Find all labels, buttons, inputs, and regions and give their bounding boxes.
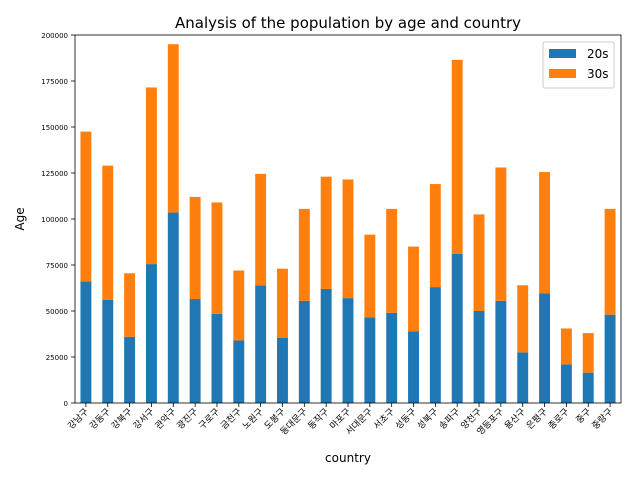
bar-30s-21 [539, 172, 551, 294]
bar-30s-4 [167, 44, 179, 213]
bar-20s-8 [255, 285, 267, 403]
bar-20s-4 [167, 212, 179, 403]
bar-30s-19 [495, 167, 507, 301]
bar-30s-13 [364, 234, 376, 318]
bar-20s-14 [386, 312, 398, 403]
bar-20s-11 [320, 288, 332, 403]
x-axis: 강남구강동구강북구강서구관악구광진구구로구금천구노원구도봉구동대문구동작구마포구… [66, 403, 615, 438]
plot-frame [74, 34, 622, 404]
y-tick-label-8: 200000 [41, 32, 68, 40]
legend-swatch-30s [549, 69, 576, 78]
bar-30s-22 [560, 328, 572, 365]
bar-20s-6 [211, 313, 223, 403]
bar-30s-7 [233, 270, 245, 341]
x-tick-label-6: 구로구 [197, 406, 222, 431]
x-tick-label-22: 종로구 [546, 406, 571, 431]
y-tick-label-2: 50000 [46, 308, 68, 316]
x-tick-label-8: 노원구 [240, 406, 265, 431]
x-tick-label-23: 중구 [574, 406, 593, 425]
bar-20s-3 [145, 264, 157, 403]
legend-label-30s: 30s [587, 67, 609, 81]
bar-20s-18 [473, 311, 485, 403]
y-tick-label-4: 100000 [41, 216, 68, 224]
y-tick-label-0: 0 [64, 400, 68, 408]
bar-20s-13 [364, 317, 376, 403]
x-tick-label-4: 관악구 [152, 406, 178, 432]
y-tick-label-1: 25000 [46, 354, 68, 362]
bar-20s-19 [495, 300, 507, 403]
bar-30s-20 [517, 285, 529, 353]
bar-20s-1 [102, 299, 114, 403]
bar-30s-16 [429, 184, 441, 288]
bar-20s-24 [604, 314, 616, 403]
chart-title: Analysis of the population by age and co… [175, 14, 521, 32]
x-tick-label-3: 강서구 [131, 406, 156, 431]
bar-20s-12 [342, 298, 354, 403]
bar-20s-0 [80, 281, 92, 403]
x-tick-label-24: 중랑구 [589, 406, 615, 432]
bar-30s-2 [124, 273, 136, 337]
bar-20s-10 [298, 300, 310, 403]
x-tick-label-5: 광진구 [174, 406, 200, 432]
bar-20s-20 [517, 352, 529, 403]
x-tick-label-14: 서초구 [371, 406, 396, 431]
bar-20s-23 [582, 372, 594, 403]
bar-30s-10 [298, 208, 310, 301]
bar-30s-24 [604, 208, 616, 315]
bar-20s-5 [189, 299, 201, 403]
bar-30s-5 [189, 196, 201, 300]
x-tick-label-16: 성북구 [415, 406, 440, 431]
bar-30s-15 [408, 246, 419, 332]
bar-30s-11 [320, 176, 332, 289]
bar-30s-3 [145, 87, 157, 265]
y-tick-label-6: 150000 [41, 124, 68, 132]
x-tick-label-17: 송파구 [437, 406, 462, 431]
x-axis-label: country [325, 451, 371, 465]
bars-group [80, 44, 616, 403]
bar-30s-8 [255, 173, 267, 286]
bar-30s-23 [582, 333, 594, 373]
x-tick-label-1: 강동구 [88, 406, 113, 431]
y-axis-label: Age [13, 207, 27, 230]
x-tick-label-7: 금천구 [219, 406, 244, 431]
bar-30s-14 [386, 208, 398, 313]
y-axis: 0 25000 50000 75000 100000 125000 150000 175000… [41, 32, 75, 408]
y-tick-label-7: 175000 [41, 78, 68, 86]
bar-20s-2 [124, 336, 136, 403]
y-tick-label-5: 125000 [41, 170, 68, 178]
x-tick-label-15: 성동구 [393, 406, 418, 431]
legend-swatch-20s [549, 49, 576, 58]
bar-30s-12 [342, 179, 354, 299]
bar-30s-6 [211, 202, 223, 314]
bar-30s-17 [451, 59, 463, 254]
bar-20s-17 [451, 253, 463, 403]
x-tick-label-11: 동작구 [306, 406, 331, 431]
bar-20s-22 [560, 364, 572, 403]
bar-30s-9 [277, 268, 288, 338]
y-tick-label-3: 75000 [46, 262, 68, 270]
bar-20s-7 [233, 340, 245, 403]
x-tick-label-0: 강남구 [66, 406, 91, 431]
bar-30s-0 [80, 131, 92, 282]
legend-label-20s: 20s [587, 47, 609, 61]
x-tick-label-20: 용산구 [502, 406, 527, 431]
bar-20s-15 [408, 331, 419, 403]
bar-20s-9 [277, 337, 288, 403]
x-tick-label-2: 강북구 [109, 406, 134, 431]
x-tick-label-21: 은평구 [524, 406, 549, 431]
bar-30s-1 [102, 165, 114, 300]
bar-20s-21 [539, 293, 551, 403]
bar-30s-18 [473, 214, 485, 311]
bar-20s-16 [429, 287, 441, 403]
